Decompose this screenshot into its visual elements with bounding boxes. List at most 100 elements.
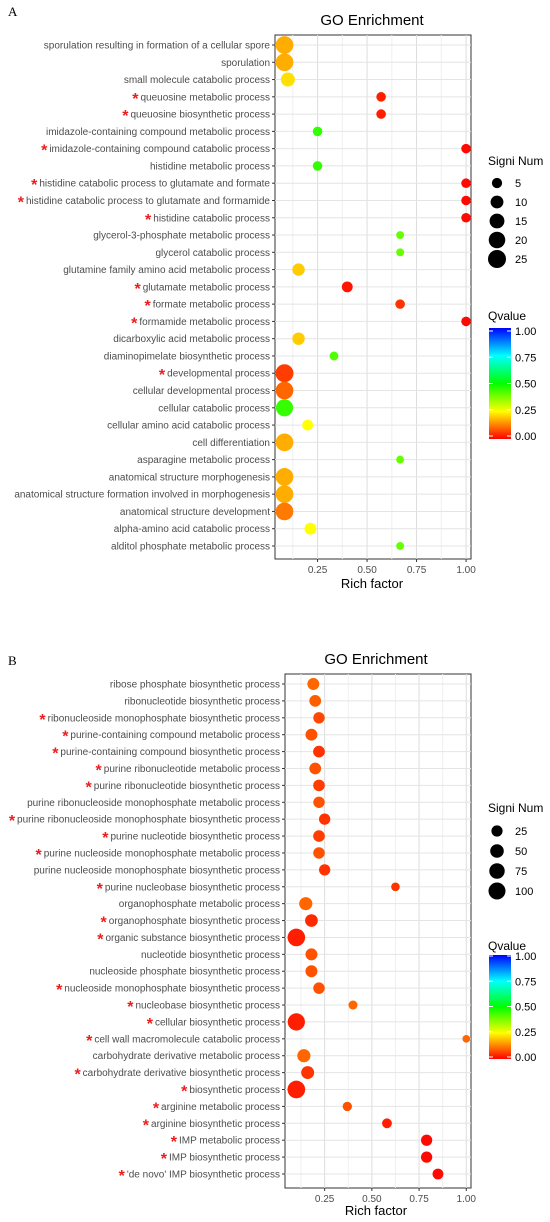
data-point (275, 381, 294, 400)
panel-label: A (8, 4, 18, 19)
y-tick-label: cellular catabolic process (158, 403, 270, 414)
y-tick-label: IMP biosynthetic process (169, 1153, 280, 1164)
significance-star: * (56, 982, 63, 999)
x-tick-label: 0.50 (362, 1194, 382, 1205)
data-point (313, 712, 325, 724)
significance-star: * (36, 847, 43, 864)
size-legend-label: 100 (515, 886, 533, 898)
data-point (287, 1013, 305, 1031)
y-tick-label: histidine metabolic process (150, 161, 270, 172)
color-legend-label: 1.00 (515, 326, 536, 338)
significance-star: * (153, 1100, 160, 1117)
color-legend: Qvalue 1.00 0.75 0.50 0.25 0.00 (488, 309, 536, 443)
color-bar (489, 955, 511, 1059)
significance-star: * (97, 881, 104, 898)
data-point (391, 882, 400, 892)
data-point (395, 299, 405, 309)
y-tick-label: purine nucleoside monophosphate biosynth… (34, 865, 280, 876)
y-tick-label: imidazole-containing compound catabolic … (49, 144, 270, 155)
x-tick-label: 1.00 (457, 1194, 477, 1205)
data-point (275, 468, 294, 486)
y-tick-label: glutamine family amino acid metabolic pr… (63, 265, 270, 276)
y-tick-label: formate metabolic process (153, 300, 270, 311)
size-legend-dot (488, 250, 506, 268)
data-point (462, 1034, 471, 1043)
y-tick-label: glycerol catabolic process (156, 248, 271, 259)
significance-star: * (41, 143, 48, 160)
significance-star: * (86, 779, 93, 796)
color-legend-label: 1.00 (515, 951, 536, 963)
data-point (305, 965, 318, 978)
y-tick-labels: sporulation resulting in formation of a … (14, 41, 275, 553)
y-tick-label: purine-containing compound metabolic pro… (70, 730, 280, 741)
y-tick-label: sporulation resulting in formation of a … (44, 41, 271, 52)
data-point (376, 109, 386, 119)
x-tick-label: 1.00 (456, 565, 476, 576)
y-tick-label: cellular biosynthetic process (155, 1017, 280, 1028)
size-legend-label: 75 (515, 866, 527, 878)
significance-markers: ********************** (9, 712, 188, 1185)
y-tick-label: formamide metabolic process (139, 317, 270, 328)
x-tick-label: 0.75 (409, 1194, 429, 1205)
y-tick-label: biosynthetic process (189, 1085, 280, 1096)
data-point (461, 143, 471, 154)
data-point (313, 796, 325, 808)
x-axis-label: Rich factor (345, 1203, 408, 1218)
significance-star: * (102, 830, 109, 847)
y-tick-label: anatomical structure morphogenesis (109, 472, 270, 483)
y-tick-label: purine nucleobase biosynthetic process (105, 882, 280, 893)
data-point (396, 248, 405, 257)
size-legend-label: 15 (515, 216, 527, 228)
significance-star: * (18, 194, 25, 211)
y-tick-label: nucleotide biosynthetic process (141, 950, 280, 961)
y-tick-label: alditol phosphate metabolic process (111, 542, 270, 553)
y-tick-label: small molecule catabolic process (124, 75, 270, 86)
y-tick-label: carbohydrate derivative biosynthetic pro… (83, 1068, 280, 1079)
plot-area (274, 34, 472, 560)
size-legend-dot (491, 825, 503, 837)
data-point (319, 864, 331, 876)
y-tick-label: 'de novo' IMP biosynthetic process (127, 1170, 280, 1181)
data-point (280, 72, 295, 87)
y-tick-label: imidazole-containing compound metabolic … (46, 127, 270, 138)
color-legend-label: 0.50 (515, 1002, 536, 1014)
significance-star: * (131, 315, 138, 332)
y-tick-label: purine ribonucleoside monophosphate meta… (27, 798, 280, 809)
significance-star: * (143, 1117, 150, 1134)
data-point (305, 728, 318, 741)
color-legend-label: 0.25 (515, 1027, 536, 1039)
y-tick-label: glutamate metabolic process (143, 282, 270, 293)
data-point (275, 485, 294, 504)
data-point (420, 1134, 433, 1146)
color-legend-label: 0.75 (515, 352, 536, 364)
data-point (275, 53, 294, 72)
data-point (292, 263, 305, 276)
x-tick-label: 0.75 (407, 565, 427, 576)
data-point (329, 351, 339, 361)
significance-star: * (144, 298, 151, 315)
color-legend: Qvalue 1.00 0.75 0.50 0.25 0.00 (488, 939, 536, 1064)
y-tick-label: alpha-amino acid catabolic process (114, 524, 270, 535)
x-tick-labels: 0.25 0.50 0.75 1.00 (308, 559, 476, 576)
significance-star: * (62, 729, 69, 746)
y-tick-label: IMP metabolic process (179, 1136, 280, 1147)
significance-star: * (159, 367, 166, 384)
color-legend-label: 0.75 (515, 976, 536, 988)
data-point (304, 522, 317, 535)
significance-star: * (97, 931, 104, 948)
data-point (461, 316, 471, 327)
y-tick-label: nucleobase biosynthetic process (135, 1001, 280, 1012)
color-bar (489, 328, 511, 439)
y-tick-label: cellular amino acid catabolic process (107, 421, 270, 432)
color-legend-label: 0.50 (515, 379, 536, 391)
data-point (376, 92, 386, 102)
size-legend-label: 20 (515, 235, 527, 247)
significance-star: * (74, 1067, 81, 1084)
size-legend-label: 50 (515, 846, 527, 858)
significance-star: * (127, 999, 134, 1016)
data-point (309, 762, 322, 775)
significance-star: * (31, 177, 38, 194)
data-point (299, 897, 313, 911)
data-point (302, 419, 314, 431)
